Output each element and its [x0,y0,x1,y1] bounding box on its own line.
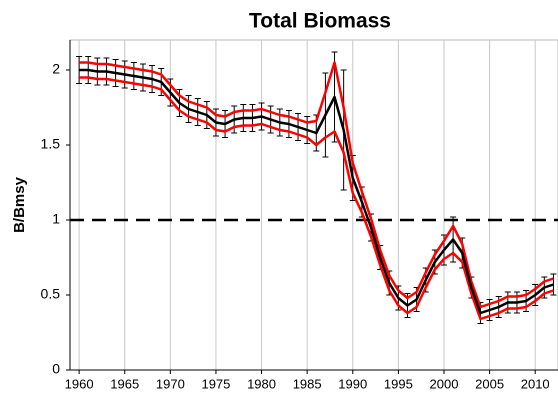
x-tick-label: 1990 [338,376,367,391]
x-tick-label: 1980 [247,376,276,391]
x-tick-label: 2000 [430,376,459,391]
x-tick-label: 1965 [110,376,139,391]
y-tick-label: 0 [52,361,60,377]
y-tick-label: 1.5 [41,136,61,152]
y-tick-label: 0.5 [41,286,61,302]
x-tick-label: 2005 [475,376,504,391]
chart-title: Total Biomass [249,10,391,33]
series-line [79,76,554,321]
x-tick-label: 1985 [293,376,322,391]
y-axis-label: B/Bmsy [11,176,28,233]
x-tick-label: 1970 [156,376,185,391]
x-tick-label: 1975 [201,376,230,391]
x-tick-label: 2010 [521,376,550,391]
x-tick-label: 1995 [384,376,413,391]
y-tick-label: 2 [52,61,60,77]
series-line [79,61,554,309]
y-tick-label: 1 [52,211,60,227]
x-tick-label: 1960 [65,376,94,391]
series-line [79,68,554,315]
